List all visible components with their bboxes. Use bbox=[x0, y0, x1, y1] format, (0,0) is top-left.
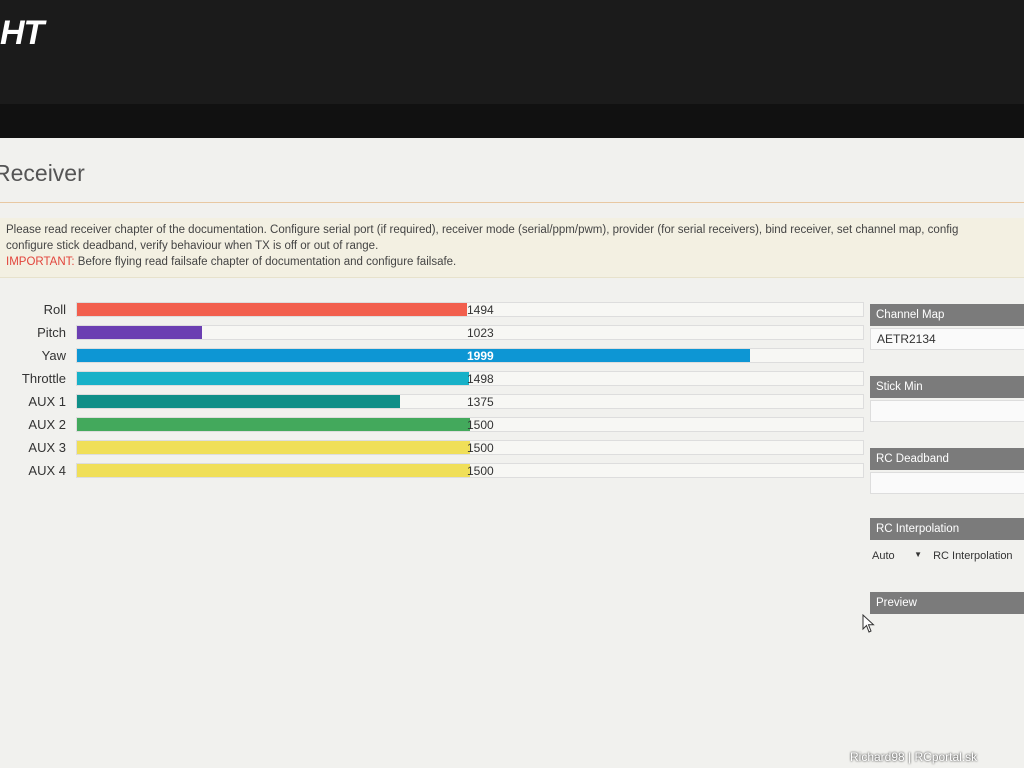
receiver-tab-content: Receiver Please read receiver chapter of… bbox=[0, 138, 1024, 768]
channel-row: Yaw 1999 bbox=[0, 348, 864, 364]
title-divider bbox=[0, 202, 1024, 203]
channel-fill bbox=[77, 441, 470, 454]
channel-label: AUX 2 bbox=[28, 417, 66, 432]
channel-value: 1500 bbox=[467, 418, 494, 432]
mouse-cursor-icon bbox=[862, 614, 875, 633]
note-line-2: configure stick deadband, verify behavio… bbox=[6, 240, 379, 252]
rc-deadband-input[interactable] bbox=[870, 472, 1024, 494]
channel-value: 1375 bbox=[467, 395, 494, 409]
rc-interpolation-row: Auto ▼ RC Interpolation bbox=[872, 550, 1013, 562]
important-label: IMPORTANT: bbox=[6, 256, 75, 268]
rc-interpolation-select-value: Auto bbox=[872, 550, 895, 562]
channel-row: Roll 1494 bbox=[0, 302, 864, 318]
channel-value: 1500 bbox=[467, 441, 494, 455]
channel-fill bbox=[77, 464, 470, 477]
stick-min-input[interactable] bbox=[870, 400, 1024, 422]
rc-interpolation-field-label: RC Interpolation bbox=[933, 550, 1013, 562]
stick-min-header: Stick Min bbox=[870, 376, 1024, 398]
channel-value: 1023 bbox=[467, 326, 494, 340]
channel-map-header: Channel Map bbox=[870, 304, 1024, 326]
channel-row: Pitch 1023 bbox=[0, 325, 864, 341]
page-title: Receiver bbox=[0, 160, 85, 186]
note-line-1: Please read receiver chapter of the docu… bbox=[6, 224, 959, 236]
channel-label: Throttle bbox=[21, 371, 66, 386]
channel-value: 1500 bbox=[467, 464, 494, 478]
channel-fill bbox=[77, 395, 400, 408]
channel-track: 1999 bbox=[76, 348, 864, 363]
app-logo: HT bbox=[0, 14, 44, 52]
channel-track: 1500 bbox=[76, 417, 864, 432]
chevron-down-icon: ▼ bbox=[914, 550, 922, 559]
channel-row: AUX 2 1500 bbox=[0, 417, 864, 433]
preview-header: Preview bbox=[870, 592, 1024, 614]
channel-label: AUX 1 bbox=[28, 394, 66, 409]
rc-interpolation-select[interactable]: Auto ▼ bbox=[872, 550, 922, 562]
channel-track: 1023 bbox=[76, 325, 864, 340]
channel-row: AUX 4 1500 bbox=[0, 463, 864, 479]
channel-value: 1999 bbox=[467, 349, 494, 363]
note-line-3: IMPORTANT: Before flying read failsafe c… bbox=[6, 254, 1024, 270]
channel-track: 1494 bbox=[76, 302, 864, 317]
watermark: Richard98 | RCportal.sk bbox=[850, 750, 978, 764]
channel-value: 1498 bbox=[467, 372, 494, 386]
channel-fill bbox=[77, 303, 467, 316]
channel-label: AUX 4 bbox=[28, 463, 66, 478]
channel-fill bbox=[77, 372, 469, 385]
channel-label: AUX 3 bbox=[28, 440, 66, 455]
important-text: Before flying read failsafe chapter of d… bbox=[74, 256, 457, 268]
channel-track: 1498 bbox=[76, 371, 864, 386]
header-toolbar bbox=[0, 104, 1024, 140]
channel-track: 1500 bbox=[76, 440, 864, 455]
info-note: Please read receiver chapter of the docu… bbox=[0, 218, 1024, 278]
top-header: HT bbox=[0, 0, 1024, 112]
channel-label: Roll bbox=[43, 302, 66, 317]
channel-map-input[interactable]: AETR2134 bbox=[870, 328, 1024, 350]
channel-label: Pitch bbox=[37, 325, 66, 340]
channel-track: 1375 bbox=[76, 394, 864, 409]
channel-track: 1500 bbox=[76, 463, 864, 478]
channel-value: 1494 bbox=[467, 303, 494, 317]
channel-row: Throttle 1498 bbox=[0, 371, 864, 387]
channel-row: AUX 1 1375 bbox=[0, 394, 864, 410]
channel-fill bbox=[77, 326, 203, 339]
rc-interpolation-header: RC Interpolation bbox=[870, 518, 1024, 540]
channel-fill bbox=[77, 418, 470, 431]
channel-label: Yaw bbox=[41, 348, 66, 363]
rc-deadband-header: RC Deadband bbox=[870, 448, 1024, 470]
channel-row: AUX 3 1500 bbox=[0, 440, 864, 456]
channel-fill bbox=[77, 349, 751, 362]
